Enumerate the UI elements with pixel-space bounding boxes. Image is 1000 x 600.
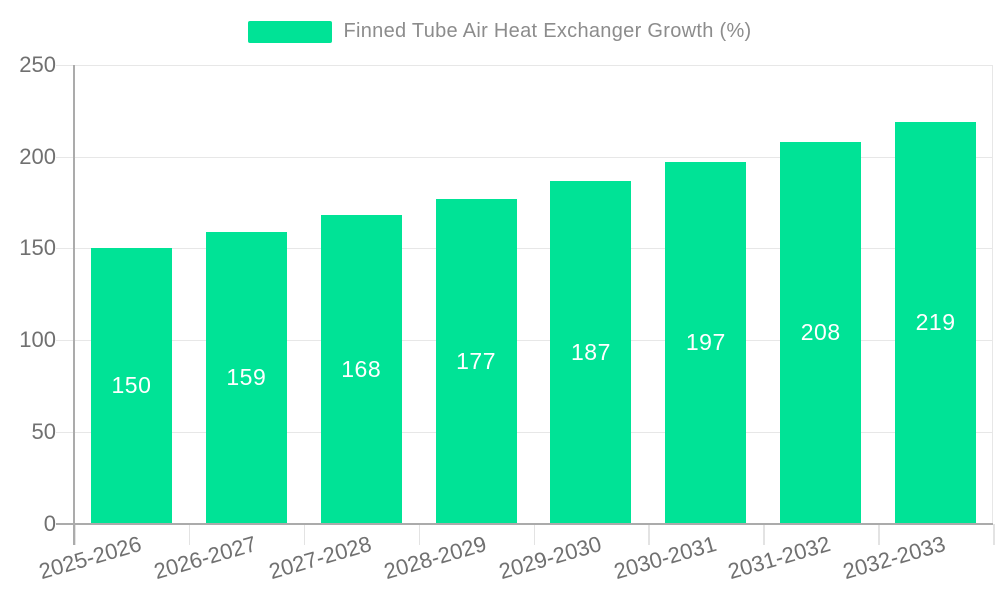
bar-value-label: 159 (226, 364, 267, 391)
y-axis-tick-label: 200 (19, 143, 56, 169)
y-axis-tick-label: 0 (43, 510, 56, 536)
x-axis-tick (418, 523, 421, 545)
bar-value-label: 150 (111, 372, 152, 399)
legend-swatch (248, 20, 333, 43)
bar-value-label: 168 (341, 355, 382, 382)
bar[interactable]: 219 (895, 121, 977, 524)
x-axis-tick (878, 523, 880, 545)
bar[interactable]: 168 (320, 215, 402, 524)
x-axis-tick-label: 2032-2033 (840, 531, 949, 585)
x-axis-line (56, 522, 993, 525)
y-axis-tick-label: 250 (19, 52, 56, 77)
x-axis-tick-label: 2030-2031 (610, 531, 719, 585)
gridline (56, 340, 993, 342)
x-axis-tick (648, 523, 650, 545)
y-axis-tick-label: 100 (19, 327, 56, 353)
legend-label: Finned Tube Air Heat Exchanger Growth (%… (343, 20, 752, 42)
bar[interactable]: 197 (665, 162, 747, 524)
bar-value-label: 208 (800, 319, 841, 346)
y-axis-tick-label: 50 (31, 418, 56, 444)
bar[interactable]: 177 (435, 198, 517, 524)
x-axis-tick-label: 2031-2032 (725, 531, 834, 585)
y-axis-tick-label: 150 (19, 235, 56, 261)
x-axis-tick-label: 2028-2029 (380, 531, 489, 585)
gridline (56, 431, 993, 433)
gridline (56, 156, 993, 158)
x-axis-tick-label: 2026-2027 (151, 531, 260, 585)
chart-legend[interactable]: Finned Tube Air Heat Exchanger Growth (%… (0, 20, 1000, 43)
bar-value-label: 219 (915, 309, 956, 336)
x-axis-tick-label: 2025-2026 (36, 531, 145, 585)
x-axis-tick (993, 523, 995, 545)
bar[interactable]: 208 (780, 142, 862, 524)
bar[interactable]: 150 (90, 248, 172, 524)
y-axis-line (73, 65, 75, 545)
x-axis-tick-label: 2027-2028 (266, 531, 375, 585)
x-axis-tick (533, 523, 535, 545)
bar-value-label: 177 (456, 347, 496, 374)
x-axis-tick (303, 523, 306, 545)
bar-value-label: 197 (685, 329, 726, 356)
gridline (56, 248, 993, 250)
x-axis-tick (763, 523, 765, 545)
bar[interactable]: 187 (550, 180, 632, 524)
bar[interactable]: 159 (205, 231, 287, 524)
plot-area: 150 159 168 177 187 197 208 219 (56, 65, 995, 545)
bar-value-label: 187 (571, 338, 611, 365)
gridline (56, 65, 993, 66)
x-axis-tick (188, 523, 191, 545)
x-axis-tick (74, 523, 76, 545)
x-axis-tick-label: 2029-2030 (495, 531, 604, 585)
